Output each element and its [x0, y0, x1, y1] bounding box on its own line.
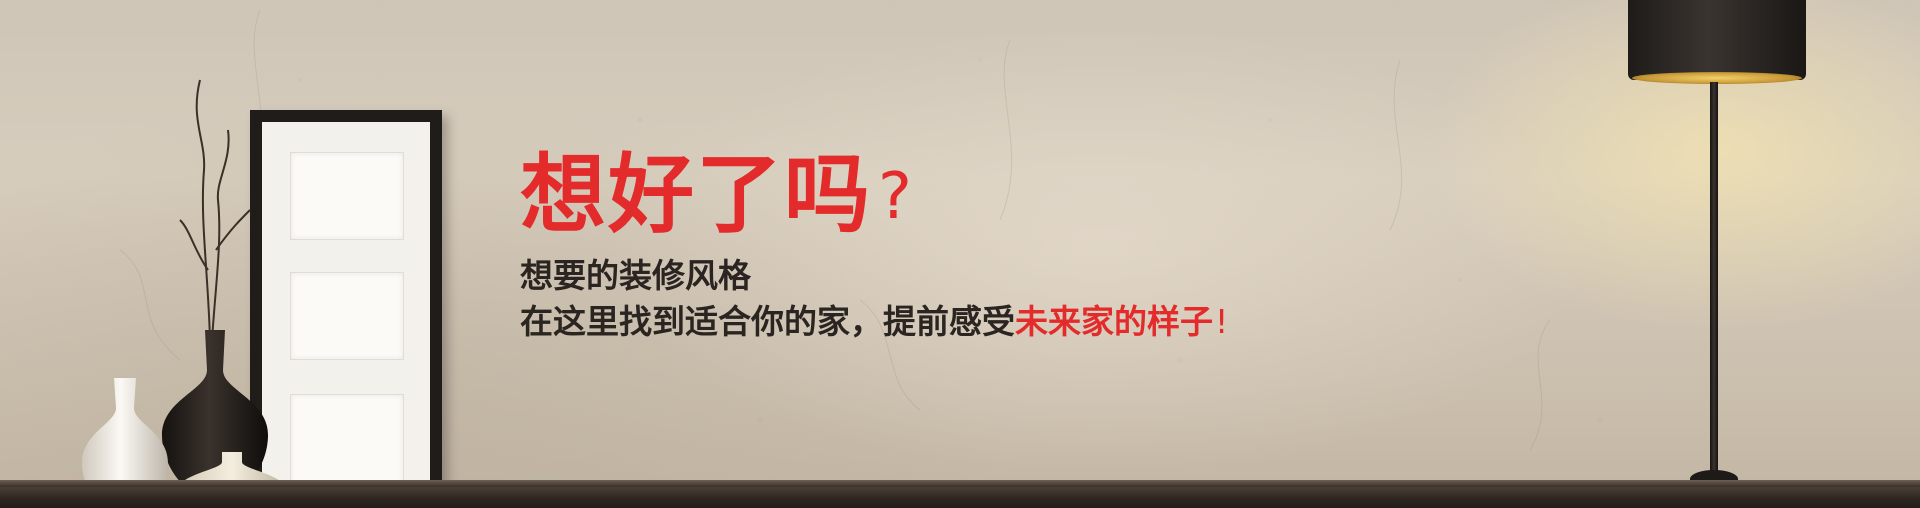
floor-lamp-glow: [1632, 72, 1802, 84]
frame-pane-bottom: [290, 394, 404, 496]
door-frame-decoration: [250, 110, 442, 508]
frame-pane-middle: [290, 272, 404, 360]
white-vase: [82, 378, 168, 508]
baseboard-trim: [0, 480, 1920, 487]
frame-inner: [262, 122, 430, 508]
subtitle-line-2-highlight: 未来家的样子: [1015, 301, 1213, 341]
subtitle-line-2-suffix: !: [1215, 301, 1229, 341]
frame-pane-top: [290, 152, 404, 240]
subtitle-line-2: 在这里找到适合你的家，提前感受未来家的样子!: [520, 302, 1228, 342]
floor-lamp-pole: [1710, 82, 1718, 482]
subtitle-line-1: 想要的装修风格: [520, 256, 751, 295]
banner-text: 想好了吗? 想要的装修风格 在这里找到适合你的家，提前感受未来家的样子!: [520, 152, 1228, 341]
branch-decoration: [179, 79, 251, 340]
baseboard: [0, 487, 1920, 508]
headline: 想好了吗?: [520, 152, 1228, 238]
headline-text: 想好了吗: [520, 145, 872, 245]
headline-question-mark: ?: [878, 160, 914, 234]
subtitle-line-2-prefix: 在这里找到适合你的家，提前感受: [520, 301, 1015, 341]
floor-lamp-shade: [1628, 0, 1806, 80]
